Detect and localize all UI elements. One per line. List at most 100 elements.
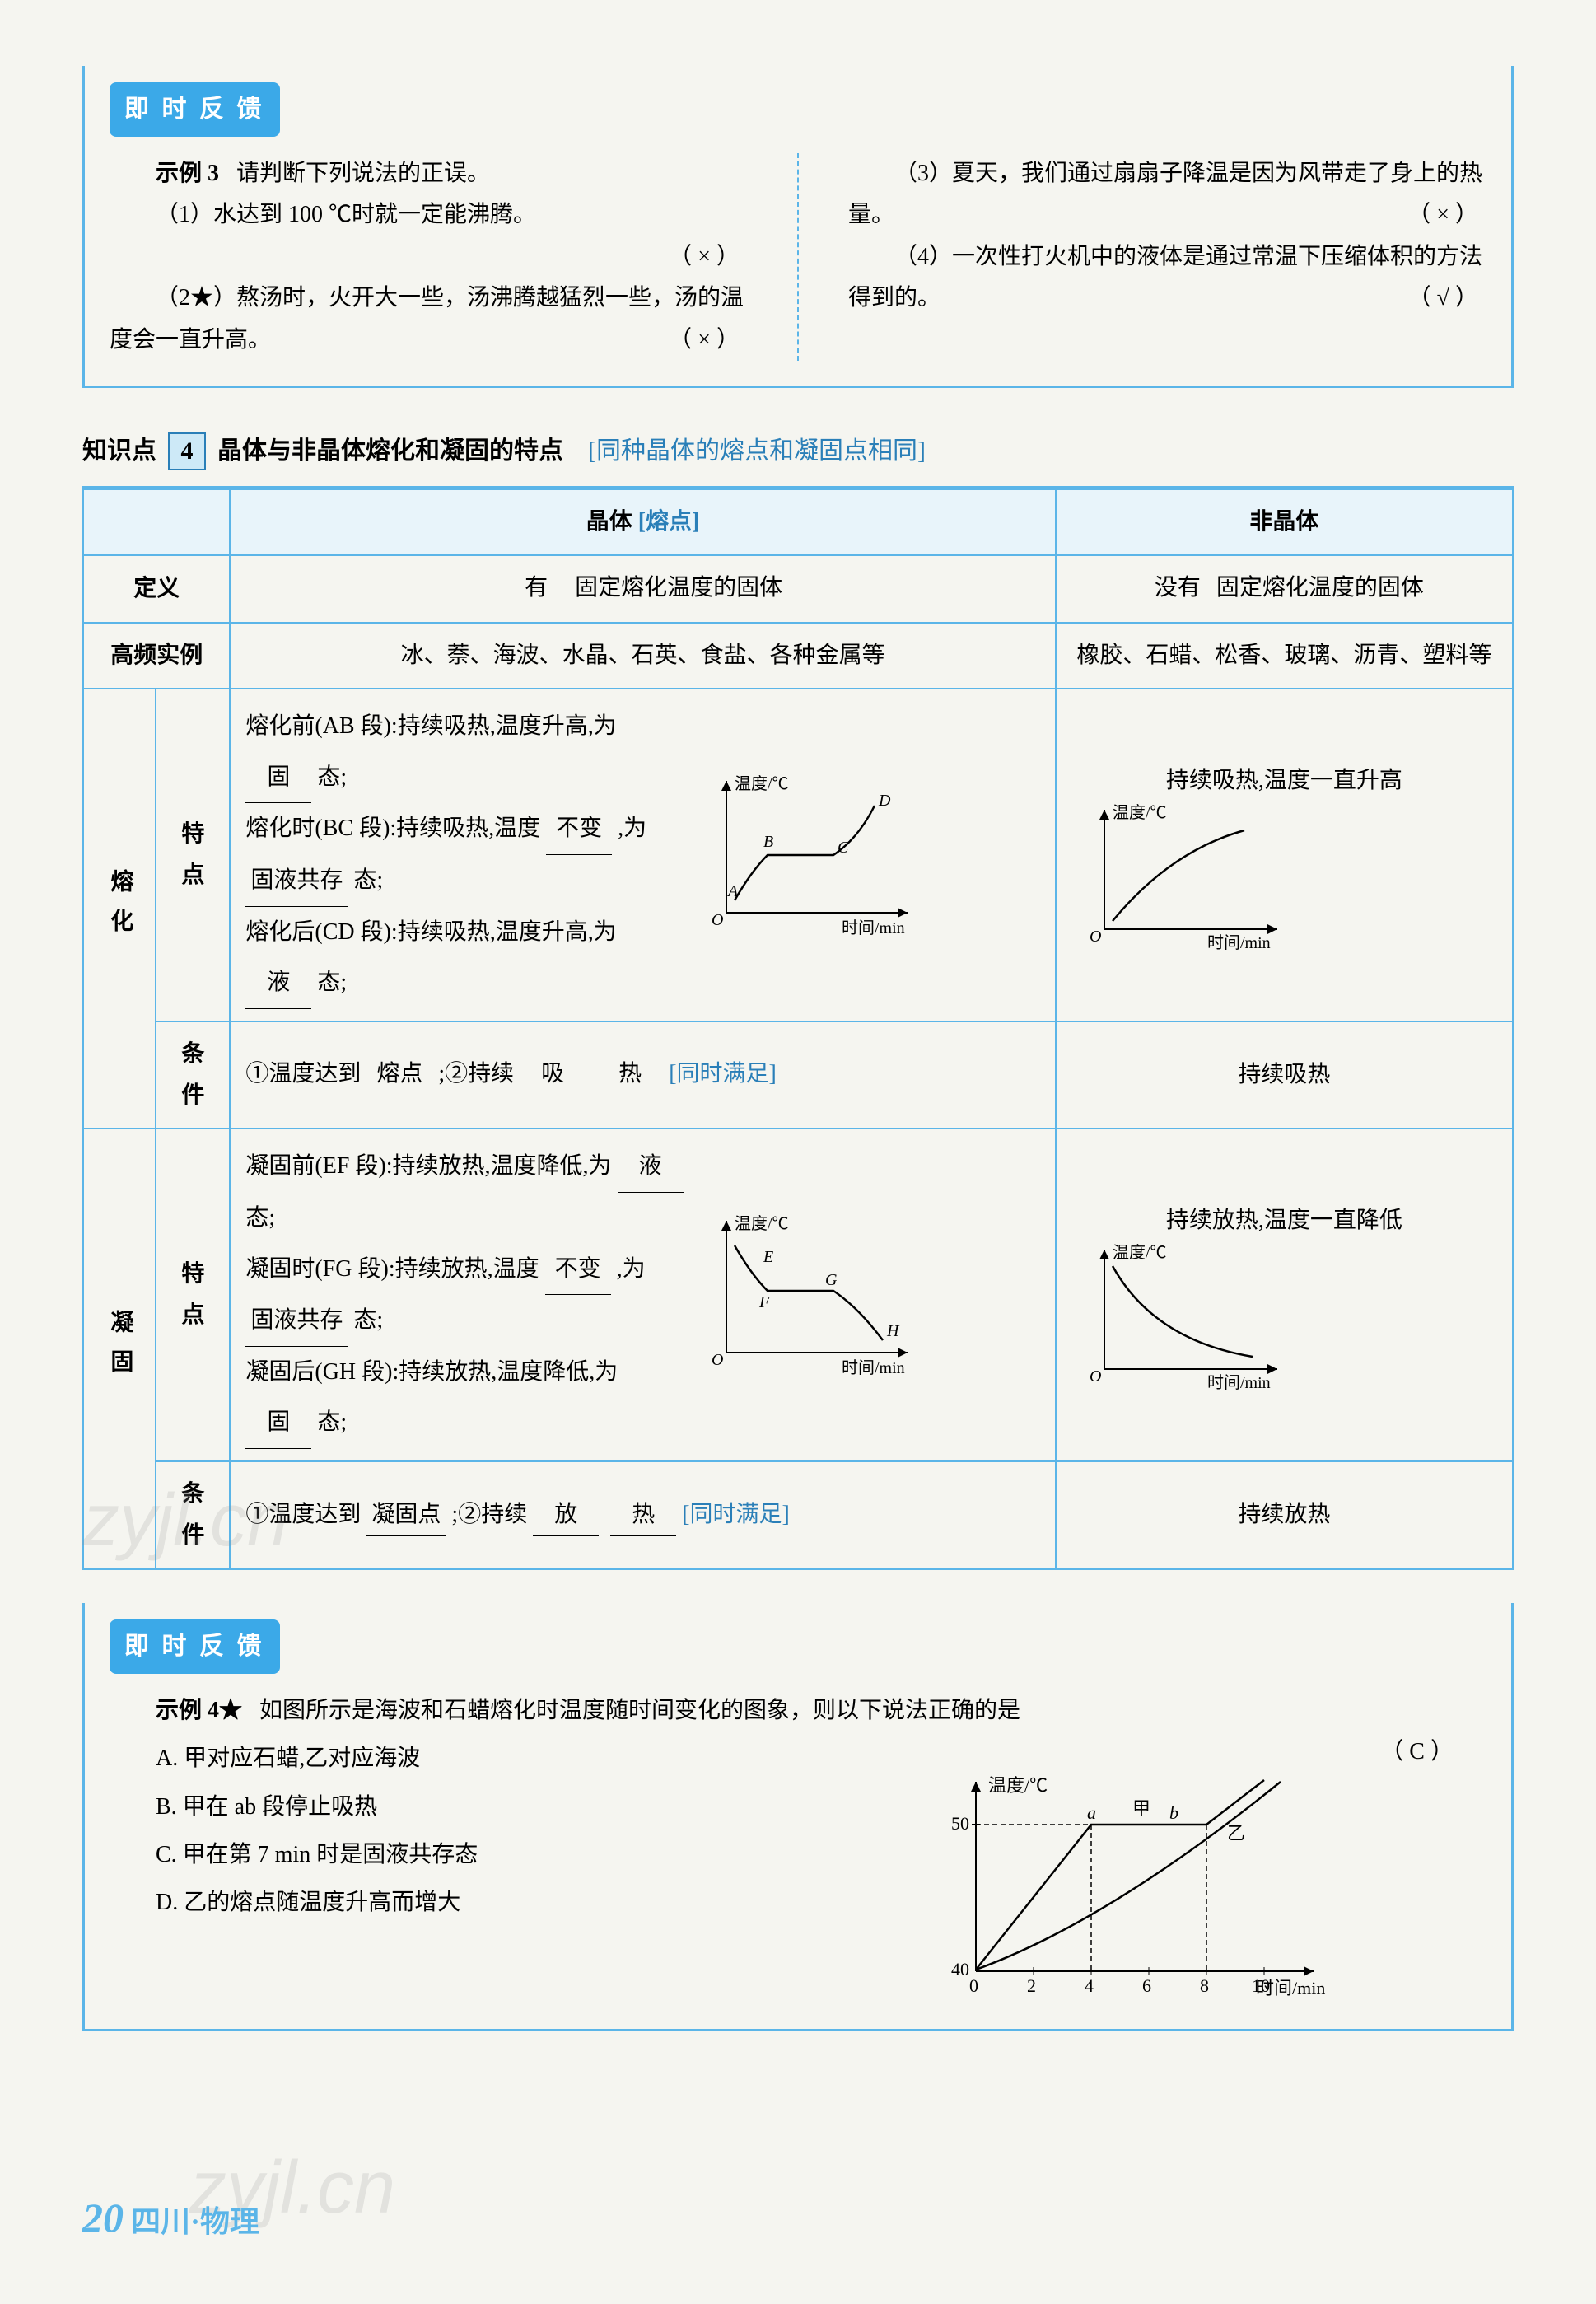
knowledge-note: [同种晶体的熔点和凝固点相同] xyxy=(588,429,926,474)
svg-text:B: B xyxy=(763,833,773,851)
feedback1-col-right: （3）夏天，我们通过扇扇子降温是因为风带走了身上的热量。 （ × ） （4）一次… xyxy=(848,153,1486,361)
def-noncrystal-rest: 固定熔化温度的固体 xyxy=(1216,575,1424,601)
svg-text:温度/℃: 温度/℃ xyxy=(988,1775,1048,1796)
example4-label: 示例 4★ xyxy=(156,1698,242,1723)
svg-text:4: 4 xyxy=(1085,1975,1094,1996)
svg-text:时间/min: 时间/min xyxy=(842,1358,905,1377)
def-noncrystal: 没有 固定熔化温度的固体 xyxy=(1056,555,1513,622)
svg-text:A: A xyxy=(726,882,739,900)
example3-line: 示例 3 请判断下列说法的正误。 xyxy=(110,153,748,194)
ex-crystal: 冰、萘、海波、水晶、石英、食盐、各种金属等 xyxy=(230,623,1055,689)
row-melting-condition: 条件 ①温度达到 熔点 ;②持续 吸 热 [同时满足] 持续吸热 xyxy=(83,1021,1513,1129)
row-solidify-condition: 条件 ①温度达到 凝固点 ;②持续 放 热 [同时满足] 持续放热 xyxy=(83,1461,1513,1569)
melting-noncrystal-cond: 持续吸热 xyxy=(1056,1021,1513,1129)
knowledge-title: 晶体与非晶体熔化和凝固的特点 xyxy=(217,429,563,474)
svg-text:O: O xyxy=(1090,1367,1101,1386)
table-header-row: 晶体 [熔点] 非晶体 xyxy=(83,489,1513,555)
solidify-crystal-cond: ①温度达到 凝固点 ;②持续 放 热 [同时满足] xyxy=(230,1461,1055,1569)
item4: （4）一次性打火机中的液体是通过常温下压缩体积的方法得到的。 （ √ ） xyxy=(848,236,1486,320)
item4-num: （4） xyxy=(894,244,952,269)
melting-noncrystal-heading: 持续吸热,温度一直升高 xyxy=(1071,760,1497,801)
item4-answer: （ √ ） xyxy=(1362,278,1478,319)
th-crystal-note: [熔点] xyxy=(638,509,700,535)
def-crystal-blank: 有 xyxy=(503,568,569,610)
row-solidify-feature: 凝固 特点 凝固前(EF 段):持续放热,温度降低,为 液 态; 凝固时(FG … xyxy=(83,1129,1513,1461)
svg-text:10: 10 xyxy=(1252,1975,1270,1996)
ex-label: 高频实例 xyxy=(83,623,230,689)
feedback1-columns: 示例 3 请判断下列说法的正误。 （1）水达到 100 ℃时就一定能沸腾。 （ … xyxy=(110,153,1486,361)
melting-crystal-text: 熔化前(AB 段):持续吸热,温度升高,为 固 态; 熔化时(BC 段):持续吸… xyxy=(245,701,685,1009)
melting-section: 熔化 xyxy=(83,689,156,1129)
th-blank xyxy=(83,489,230,555)
ex-noncrystal: 橡胶、石蜡、松香、玻璃、沥青、塑料等 xyxy=(1056,623,1513,689)
melting-feature-label: 特点 xyxy=(156,689,230,1021)
solidify-section: 凝固 xyxy=(83,1129,156,1568)
solidify-crystal-chart: 温度/℃ 时间/min O E F G H xyxy=(702,1213,1040,1377)
example4-content: A. 甲对应石蜡,乙对应海波 B. 甲在 ab 段停止吸热 C. 甲在第 7 m… xyxy=(110,1732,1486,2003)
svg-text:G: G xyxy=(825,1271,838,1289)
example4-prompt: 如图所示是海波和石蜡熔化时温度随时间变化的图象，则以下说法正确的是 xyxy=(259,1698,1020,1723)
item1: （1）水达到 100 ℃时就一定能沸腾。 xyxy=(110,194,748,236)
svg-text:时间/min: 时间/min xyxy=(1207,933,1271,950)
svg-text:6: 6 xyxy=(1142,1975,1151,1996)
svg-text:D: D xyxy=(878,792,891,810)
svg-text:O: O xyxy=(712,911,723,929)
item3: （3）夏天，我们通过扇扇子降温是因为风带走了身上的热量。 （ × ） xyxy=(848,153,1486,236)
knowledge-label: 知识点 xyxy=(82,429,156,474)
item1-text: 水达到 100 ℃时就一定能沸腾。 xyxy=(213,202,536,227)
item2: （2★）熬汤时，火开大一些，汤沸腾越猛烈一些，汤的温度会一直升高。 （ × ） xyxy=(110,278,748,361)
svg-text:F: F xyxy=(758,1293,770,1311)
def-crystal: 有 固定熔化温度的固体 xyxy=(230,555,1055,622)
th-noncrystal: 非晶体 xyxy=(1056,489,1513,555)
svg-text:O: O xyxy=(712,1351,723,1369)
example3-label: 示例 3 xyxy=(156,161,219,186)
row-examples: 高频实例 冰、萘、海波、水晶、石英、食盐、各种金属等 橡胶、石蜡、松香、玻璃、沥… xyxy=(83,623,1513,689)
melting-noncrystal-cell: 持续吸热,温度一直升高 温度/℃ 时间/min O xyxy=(1056,689,1513,1021)
svg-text:H: H xyxy=(886,1322,900,1340)
example4-answer: C xyxy=(1409,1739,1425,1764)
feedback-header-2: 即 时 反 馈 xyxy=(110,1619,280,1674)
svg-text:50: 50 xyxy=(951,1813,969,1834)
svg-text:E: E xyxy=(763,1248,773,1266)
solidify-crystal-text: 凝固前(EF 段):持续放热,温度降低,为 液 态; 凝固时(FG 段):持续放… xyxy=(245,1141,685,1449)
option-a: A. 甲对应石蜡,乙对应海波 xyxy=(110,1738,894,1779)
option-d: D. 乙的熔点随温度升高而增大 xyxy=(110,1882,894,1923)
y-label: 温度/℃ xyxy=(735,774,789,793)
feedback-header-1: 即 时 反 馈 xyxy=(110,82,280,137)
svg-text:温度/℃: 温度/℃ xyxy=(1113,1243,1167,1262)
knowledge-header: 知识点 4 晶体与非晶体熔化和凝固的特点 [同种晶体的熔点和凝固点相同] xyxy=(82,429,1514,474)
item1-answer: （ × ） xyxy=(669,236,740,278)
def-crystal-rest: 固定熔化温度的固体 xyxy=(575,575,782,601)
example3-prompt: 请判断下列说法的正误。 xyxy=(236,161,490,186)
col-divider xyxy=(797,153,799,361)
main-table: 晶体 [熔点] 非晶体 定义 有 固定熔化温度的固体 没有 固定熔化温度的固体 … xyxy=(82,488,1514,1570)
svg-text:时间/min: 时间/min xyxy=(1207,1373,1271,1390)
solidify-feature-label: 特点 xyxy=(156,1129,230,1461)
feedback-section-2: 即 时 反 馈 示例 4★ 如图所示是海波和石蜡熔化时温度随时间变化的图象，则以… xyxy=(82,1603,1514,2031)
def-noncrystal-blank: 没有 xyxy=(1145,568,1211,610)
solidify-noncrystal-cell: 持续放热,温度一直降低 温度/℃ 时间/min O xyxy=(1056,1129,1513,1461)
item2-answer: （ × ） xyxy=(623,320,740,361)
th-crystal-text: 晶体 xyxy=(586,509,632,535)
melting-cond-label: 条件 xyxy=(156,1021,230,1129)
item2-num: （2★） xyxy=(156,285,236,311)
def-label: 定义 xyxy=(83,555,230,622)
solidify-cond-label: 条件 xyxy=(156,1461,230,1569)
option-b: B. 甲在 ab 段停止吸热 xyxy=(110,1787,894,1828)
item3-num: （3） xyxy=(894,161,952,186)
svg-text:0: 0 xyxy=(969,1975,978,1996)
th-crystal: 晶体 [熔点] xyxy=(230,489,1055,555)
solidify-crystal-cell: 凝固前(EF 段):持续放热,温度降低,为 液 态; 凝固时(FG 段):持续放… xyxy=(230,1129,1055,1461)
example4-line: 示例 4★ 如图所示是海波和石蜡熔化时温度随时间变化的图象，则以下说法正确的是 xyxy=(110,1690,1486,1732)
svg-text:40: 40 xyxy=(951,1959,969,1979)
melting-crystal-chart: 温度/℃ 时间/min O A B C D xyxy=(702,773,1040,937)
svg-text:温度/℃: 温度/℃ xyxy=(735,1214,789,1233)
page-number: 20 xyxy=(82,2194,124,2241)
svg-text:2: 2 xyxy=(1027,1975,1036,1996)
solidify-noncrystal-heading: 持续放热,温度一直降低 xyxy=(1071,1200,1497,1241)
knowledge-num: 4 xyxy=(168,432,206,470)
example4-options: A. 甲对应石蜡,乙对应海波 B. 甲在 ab 段停止吸热 C. 甲在第 7 m… xyxy=(110,1732,894,2003)
row-definition: 定义 有 固定熔化温度的固体 没有 固定熔化温度的固体 xyxy=(83,555,1513,622)
page-footer: 20 四川·物理 xyxy=(82,2180,259,2255)
item3-answer: （ × ） xyxy=(1361,194,1478,236)
